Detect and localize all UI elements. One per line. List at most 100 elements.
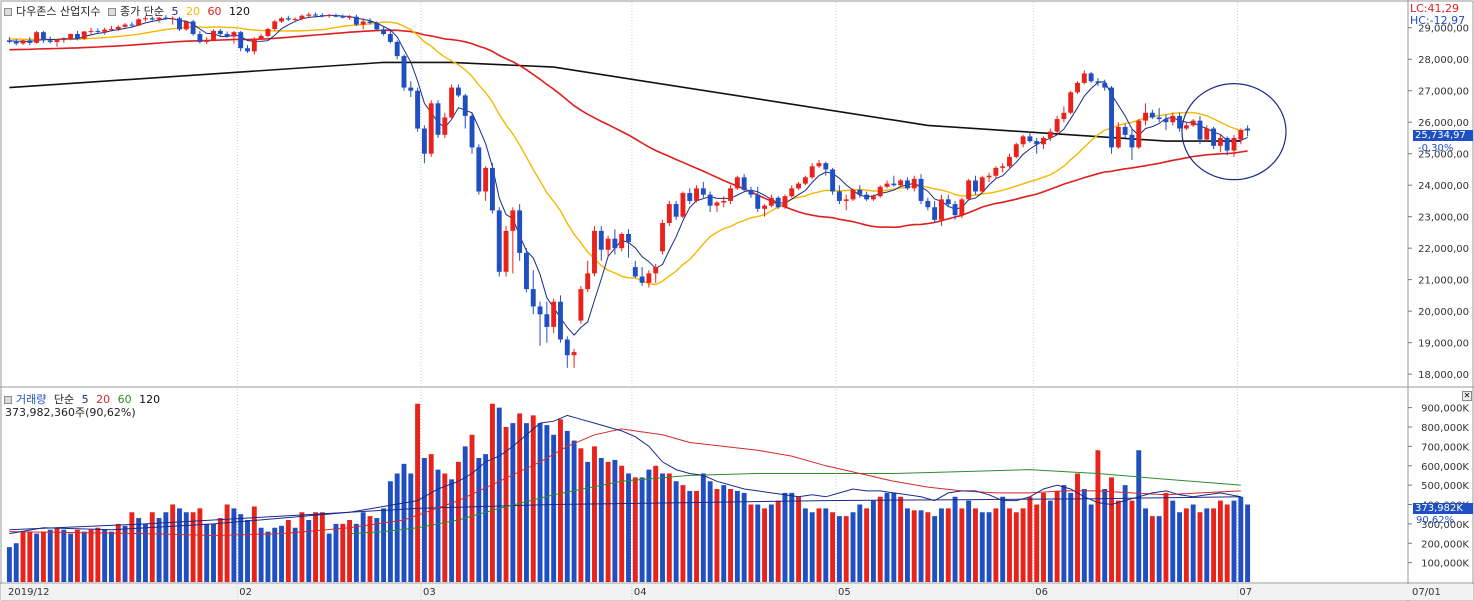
candle-body [1163, 119, 1169, 123]
volume-bar [20, 531, 26, 582]
candle-body [360, 21, 366, 25]
candle-body [265, 29, 271, 36]
volume-bar [1115, 500, 1121, 582]
volume-bar [353, 523, 359, 582]
candle-body [1027, 136, 1033, 142]
volume-bar [1245, 504, 1251, 582]
volume-bar [1041, 492, 1046, 582]
volume-bar [918, 510, 924, 582]
volume-bar [1095, 450, 1101, 582]
volume-bar [694, 490, 699, 582]
volume-bar [700, 473, 706, 582]
candle-body [864, 194, 870, 200]
volume-bar [319, 512, 325, 582]
last-price-tag: 25,734,97 [1413, 130, 1473, 141]
volume-bar [245, 520, 250, 582]
candle-body [755, 194, 761, 209]
candle-body [680, 193, 686, 217]
volume-bar [1034, 504, 1040, 582]
volume-tick-label: 600,000K [1421, 462, 1469, 473]
price-tick-label: 27,000,00 [1418, 87, 1469, 98]
volume-bar [40, 531, 46, 582]
candle-body [700, 188, 706, 195]
candle-body [1041, 137, 1046, 145]
volume-bar [891, 492, 897, 582]
candle-body [979, 177, 985, 192]
volume-bar [421, 458, 427, 582]
change-tag: -0,30% [1418, 143, 1454, 154]
candle-body [333, 15, 339, 17]
volume-bar [415, 403, 421, 582]
candle-body [1149, 112, 1155, 118]
candle-body [918, 178, 924, 201]
volume-bar [1088, 504, 1094, 582]
volume-bar [340, 523, 346, 582]
candle-body [707, 194, 713, 206]
candle-body [1115, 126, 1121, 148]
candle-body [449, 87, 455, 118]
close-panel-icon[interactable]: ✕ [1462, 391, 1472, 401]
volume-bar [530, 415, 536, 582]
candle-body [245, 48, 250, 52]
hc-label: HC:-12,97 [1410, 14, 1466, 27]
volume-bar [394, 473, 400, 582]
candle-body [40, 32, 46, 41]
candle-body [1081, 73, 1087, 83]
volume-ma5-line [9, 414, 1241, 535]
volume-bar [612, 459, 618, 582]
volume-bar [489, 403, 495, 582]
candle-body [1156, 117, 1162, 120]
volume-bar [408, 473, 414, 582]
volume-bar [952, 496, 958, 582]
candle-body [945, 199, 951, 205]
candle-body [136, 19, 142, 26]
candle-body [27, 40, 33, 43]
volume-bar [802, 508, 808, 582]
volume-bar [714, 489, 720, 582]
volume-bar [619, 465, 625, 582]
volume-bar [109, 531, 114, 582]
volume-bar [870, 500, 876, 582]
candle-body [870, 196, 876, 200]
candle-body [394, 41, 400, 57]
candle-body [163, 17, 169, 19]
candle-body [102, 29, 108, 32]
candle-body [558, 301, 563, 340]
volume-tick-label: 500,000K [1421, 481, 1469, 492]
volume-bar [251, 506, 257, 582]
volume-bar [564, 430, 570, 582]
legend-ma60: 60 [207, 5, 222, 18]
volume-bar [177, 508, 182, 582]
volume-bar [88, 529, 94, 582]
volume-bar [707, 481, 713, 582]
candle-body [598, 230, 604, 250]
volume-bar [163, 512, 169, 582]
volume-bar [864, 508, 870, 582]
volume-bar [904, 508, 910, 582]
candle-body [1183, 125, 1189, 129]
volume-bar [1143, 508, 1148, 582]
candle-body [224, 34, 230, 37]
candle-body [666, 204, 672, 223]
volume-bar [605, 461, 611, 582]
volume-bar [204, 523, 210, 582]
candle-body [1088, 73, 1094, 82]
candle-body [1217, 137, 1223, 146]
volume-bar [626, 473, 631, 582]
volume-bar [1068, 492, 1074, 582]
vol-legend-ma60: 60 [117, 393, 132, 406]
volume-bar [61, 529, 67, 582]
volume-bar [34, 533, 40, 582]
volume-bar [6, 547, 12, 582]
candle-body [217, 30, 223, 35]
candle-body [952, 204, 958, 216]
candle-body [122, 24, 128, 27]
candle-body [129, 24, 135, 26]
volume-bar [449, 479, 455, 582]
volume-tick-label: 700,000K [1421, 442, 1469, 453]
candle-body [20, 40, 26, 44]
volume-bar [646, 469, 652, 582]
candle-body [775, 197, 781, 208]
